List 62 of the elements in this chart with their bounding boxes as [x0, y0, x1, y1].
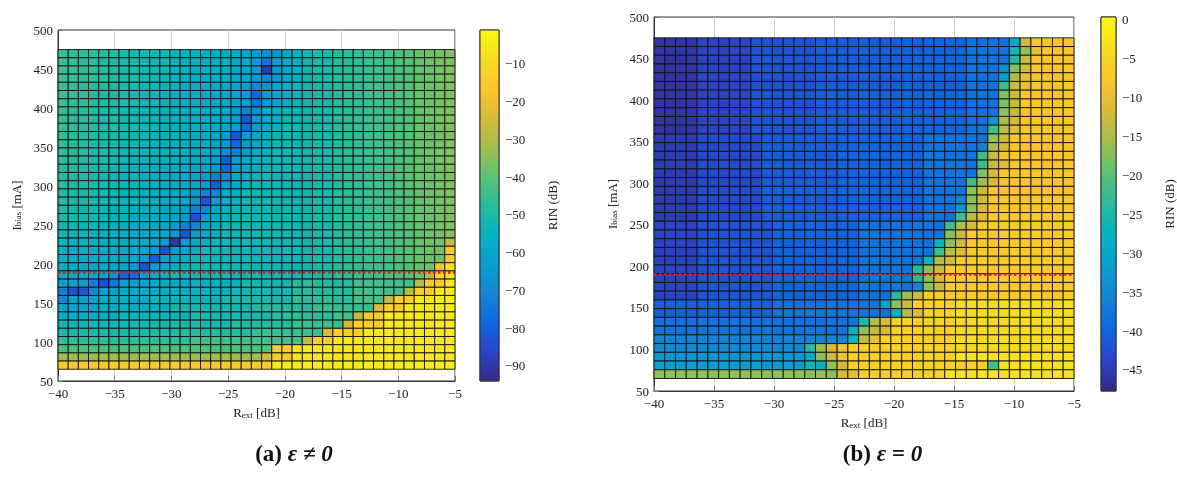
x-tick-label: −5 — [448, 386, 462, 401]
x-tick-label: −10 — [388, 386, 409, 401]
color-bar-label: −45 — [1122, 362, 1143, 378]
color-bar-label: −90 — [505, 358, 526, 374]
x-tick-label: −30 — [161, 386, 182, 401]
y-tick-label: 200 — [33, 256, 53, 272]
x-tick-label: −20 — [883, 396, 905, 411]
x-tick-label: −25 — [823, 396, 845, 411]
color-bar-label: −40 — [1122, 323, 1143, 339]
color-bar-label: −30 — [1122, 245, 1143, 261]
x-tick-label: −20 — [274, 386, 296, 401]
x-tick-label: −35 — [703, 396, 725, 411]
x-axis-title: Rext [dB] — [840, 415, 888, 430]
color-bar-label: 0 — [1122, 11, 1129, 27]
color-bar-label: −60 — [505, 245, 526, 261]
y-tick-label: 450 — [33, 61, 53, 77]
color-bar-label: −20 — [505, 94, 526, 110]
y-tick-label: 150 — [33, 295, 53, 311]
x-tick-label: −10 — [1003, 396, 1025, 411]
color-bar-title: RIN (dB) — [1162, 179, 1177, 229]
y-tick-label: 400 — [629, 92, 649, 108]
y-tick-label: 500 — [33, 22, 53, 38]
color-bar-label: −30 — [505, 131, 526, 147]
y-axis-title: Ibias [mA] — [8, 180, 24, 231]
y-tick-label: 50 — [636, 383, 649, 399]
y-tick-label: 100 — [629, 341, 649, 357]
y-tick-label: 400 — [33, 100, 53, 116]
x-tick-label: −25 — [217, 386, 239, 401]
y-tick-label: 350 — [33, 139, 53, 155]
color-bar-label: −25 — [1122, 206, 1143, 222]
y-tick-label: 450 — [629, 51, 649, 67]
color-bar-label: −50 — [505, 207, 526, 223]
x-tick-label: −40 — [643, 396, 665, 411]
color-bar-label: −80 — [505, 320, 526, 336]
color-bar-label: −40 — [505, 169, 526, 185]
y-tick-label: 250 — [629, 217, 649, 233]
y-tick-label: 150 — [629, 300, 649, 316]
y-tick-label: 100 — [33, 334, 53, 350]
text: (b) ε = 0 — [842, 441, 923, 466]
x-tick-label: −30 — [763, 396, 785, 411]
color-bar-label: −5 — [1122, 50, 1136, 66]
color-bar-label: −35 — [1122, 284, 1143, 300]
color-bar-label: −20 — [1122, 167, 1143, 183]
color-bar-label: −10 — [505, 56, 526, 72]
x-tick-label: −40 — [47, 386, 69, 401]
x-tick-label: −15 — [331, 386, 352, 401]
y-tick-label: 50 — [40, 373, 53, 389]
color-bar-label: −70 — [505, 282, 526, 298]
y-tick-label: 300 — [629, 175, 649, 191]
text: (a) ε ≠ 0 — [255, 441, 334, 466]
y-tick-label: 250 — [33, 217, 53, 233]
x-tick-label: −5 — [1067, 396, 1081, 411]
y-tick-label: 300 — [33, 178, 53, 194]
y-tick-label: 500 — [629, 9, 649, 25]
color-bar-label: −15 — [1122, 128, 1143, 144]
x-tick-label: −15 — [943, 396, 965, 411]
x-tick-label: −35 — [104, 386, 125, 401]
y-tick-label: 350 — [629, 134, 649, 150]
color-bar-title: RIN (dB) — [545, 180, 560, 231]
y-tick-label: 200 — [629, 258, 649, 274]
x-axis-title: Rext [dB] — [233, 405, 280, 420]
color-bar-label: −10 — [1122, 89, 1143, 105]
